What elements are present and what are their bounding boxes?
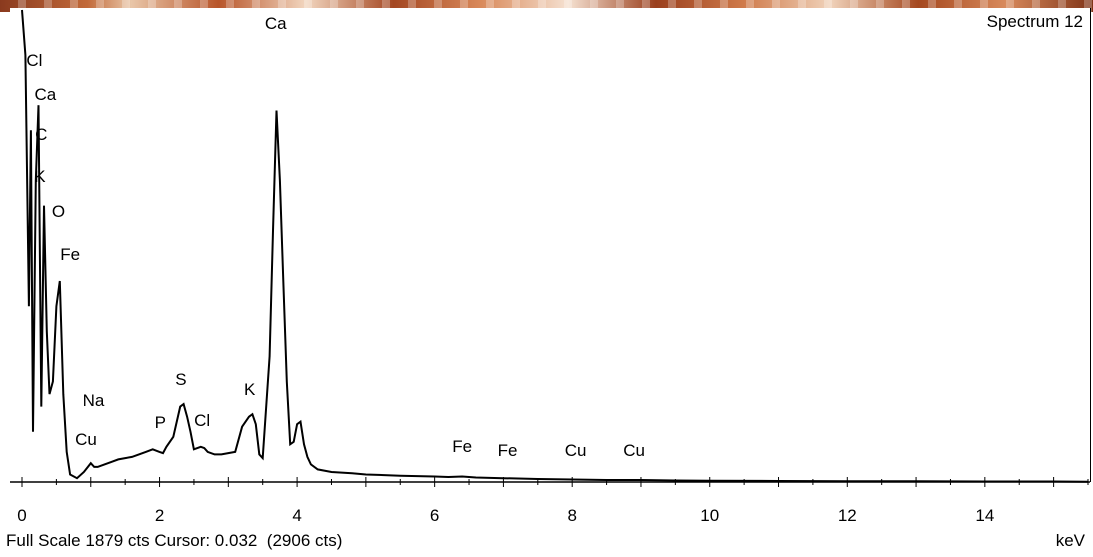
peak-label-cl: Cl xyxy=(26,51,42,70)
x-tick-label: 6 xyxy=(430,506,439,525)
peak-label-k: K xyxy=(244,380,256,399)
peak-label-cl: Cl xyxy=(194,411,210,430)
plot-area[interactable] xyxy=(10,8,1091,482)
peak-label-ca: Ca xyxy=(35,85,57,104)
x-tick-label: 14 xyxy=(975,506,994,525)
x-tick-label: 10 xyxy=(700,506,719,525)
x-tick-label: 4 xyxy=(292,506,301,525)
peak-label-na: Na xyxy=(83,391,105,410)
x-tick-label: 12 xyxy=(838,506,857,525)
spectrum-trace xyxy=(21,9,1089,483)
peak-label-s: S xyxy=(175,370,186,389)
peak-label-cu: Cu xyxy=(75,430,97,449)
peak-label-fe: Fe xyxy=(60,245,80,264)
peak-label-k: K xyxy=(34,167,46,186)
status-line: Full Scale 1879 cts Cursor: 0.032 (2906 … xyxy=(6,531,343,550)
x-tick-label: 2 xyxy=(155,506,164,525)
peak-label-fe: Fe xyxy=(452,437,472,456)
peak-label-cu: Cu xyxy=(623,441,645,460)
peak-label-ca: Ca xyxy=(265,14,287,33)
x-tick-label: 0 xyxy=(17,506,26,525)
peak-label-c: C xyxy=(35,125,47,144)
peak-label-cu: Cu xyxy=(565,441,587,460)
unit-label: keV xyxy=(1055,531,1085,550)
peak-label-p: P xyxy=(155,413,166,432)
peak-label-fe: Fe xyxy=(498,441,518,460)
peak-label-o: O xyxy=(52,202,65,221)
x-tick-label: 8 xyxy=(567,506,576,525)
spectrum-title: Spectrum 12 xyxy=(986,12,1083,31)
